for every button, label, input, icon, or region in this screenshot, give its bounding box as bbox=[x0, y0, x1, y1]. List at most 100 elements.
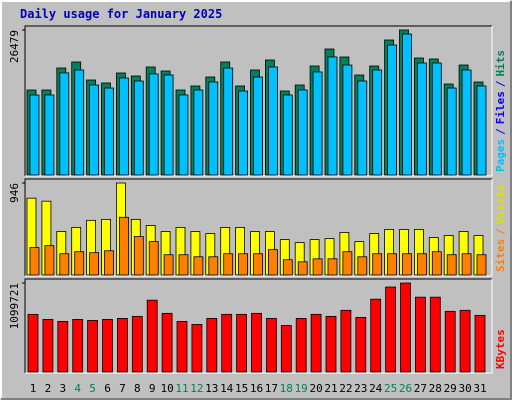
side-label-part: / bbox=[494, 80, 507, 87]
bar bbox=[117, 317, 128, 373]
x-tick-label: 16 bbox=[250, 382, 263, 395]
bar bbox=[342, 251, 353, 276]
x-tick-label: 13 bbox=[205, 382, 218, 395]
x-tick-label: 18 bbox=[280, 382, 293, 395]
bar bbox=[340, 309, 352, 373]
plot-border-dark bbox=[24, 178, 492, 276]
bar bbox=[89, 252, 99, 276]
bar bbox=[459, 309, 471, 373]
x-tick-label: 27 bbox=[414, 382, 427, 395]
bar bbox=[370, 298, 382, 373]
bar bbox=[446, 254, 457, 276]
bar bbox=[161, 312, 173, 373]
bar bbox=[236, 313, 248, 373]
plot-border-dark bbox=[24, 25, 492, 176]
bar bbox=[282, 259, 293, 276]
chart-title: Daily usage for January 2025 bbox=[20, 7, 222, 21]
x-tick-label: 15 bbox=[235, 382, 248, 395]
bar bbox=[327, 56, 338, 176]
bar bbox=[253, 76, 263, 176]
x-tick-label: 8 bbox=[134, 382, 141, 395]
bar bbox=[446, 87, 457, 176]
side-label-part: KBytes bbox=[494, 329, 507, 369]
x-tick-label: 6 bbox=[104, 382, 111, 395]
side-label-part: / bbox=[494, 128, 507, 135]
x-tick-label: 24 bbox=[369, 382, 383, 395]
bar bbox=[400, 282, 411, 373]
bar bbox=[178, 254, 189, 276]
x-tick-label: 25 bbox=[384, 382, 397, 395]
x-tick-label: 19 bbox=[295, 382, 308, 395]
x-tick-label: 22 bbox=[339, 382, 352, 395]
plot-border-light bbox=[25, 26, 493, 177]
bar bbox=[208, 81, 219, 176]
bar bbox=[474, 314, 486, 373]
side-label: KBytes bbox=[494, 329, 507, 369]
x-tick-label: 7 bbox=[119, 382, 126, 395]
bar bbox=[221, 313, 233, 373]
bar bbox=[267, 249, 278, 276]
side-label-part: Visits bbox=[494, 185, 507, 225]
bar bbox=[148, 241, 159, 276]
bar bbox=[402, 253, 412, 276]
bar bbox=[119, 216, 129, 276]
bar bbox=[372, 253, 383, 276]
bar bbox=[29, 94, 40, 176]
bar bbox=[178, 94, 189, 176]
bar bbox=[74, 69, 85, 176]
bar bbox=[265, 317, 277, 373]
bar bbox=[42, 319, 54, 373]
side-label-part: Pages bbox=[494, 139, 507, 172]
x-tick-label: 29 bbox=[444, 382, 457, 395]
side-label-part: Sites bbox=[494, 239, 507, 272]
bar bbox=[387, 253, 398, 276]
side-label-part: Files bbox=[494, 91, 507, 124]
bar bbox=[44, 94, 55, 176]
bar bbox=[461, 69, 472, 176]
bar bbox=[193, 89, 204, 176]
y-tick-label: 1099721 bbox=[8, 283, 21, 329]
bar bbox=[102, 319, 113, 373]
bar bbox=[176, 321, 188, 373]
bar bbox=[431, 251, 442, 276]
bar bbox=[148, 73, 159, 176]
bar bbox=[59, 72, 70, 176]
x-tick-label: 9 bbox=[149, 382, 156, 395]
bar bbox=[59, 253, 70, 276]
bar bbox=[146, 299, 158, 373]
bar bbox=[191, 324, 203, 373]
bar bbox=[72, 319, 84, 373]
bar bbox=[253, 253, 263, 276]
bar bbox=[44, 245, 55, 276]
bar bbox=[131, 315, 143, 373]
bar bbox=[208, 256, 219, 276]
bar bbox=[74, 251, 85, 276]
bar bbox=[310, 313, 322, 373]
bar bbox=[431, 62, 442, 176]
bar bbox=[416, 253, 427, 276]
bar bbox=[297, 261, 308, 276]
bar bbox=[461, 253, 472, 276]
bar bbox=[57, 321, 69, 373]
y-tick-label: 26479 bbox=[8, 30, 21, 63]
side-label: Pages / Files / Hits bbox=[494, 50, 507, 172]
x-tick-label: 14 bbox=[220, 382, 234, 395]
bar bbox=[104, 87, 114, 176]
bar bbox=[416, 62, 427, 176]
bar bbox=[87, 320, 98, 373]
bar bbox=[357, 80, 368, 176]
bar bbox=[104, 250, 114, 276]
bar bbox=[223, 67, 234, 176]
bar bbox=[163, 74, 174, 176]
x-tick-label: 11 bbox=[175, 382, 188, 395]
bar bbox=[476, 254, 487, 276]
bar bbox=[387, 44, 398, 176]
bar bbox=[163, 254, 174, 276]
x-tick-label: 20 bbox=[309, 382, 322, 395]
bar bbox=[476, 85, 487, 176]
bar bbox=[280, 325, 292, 373]
x-tick-label: 10 bbox=[160, 382, 173, 395]
bar bbox=[325, 315, 337, 373]
bar bbox=[267, 66, 278, 176]
